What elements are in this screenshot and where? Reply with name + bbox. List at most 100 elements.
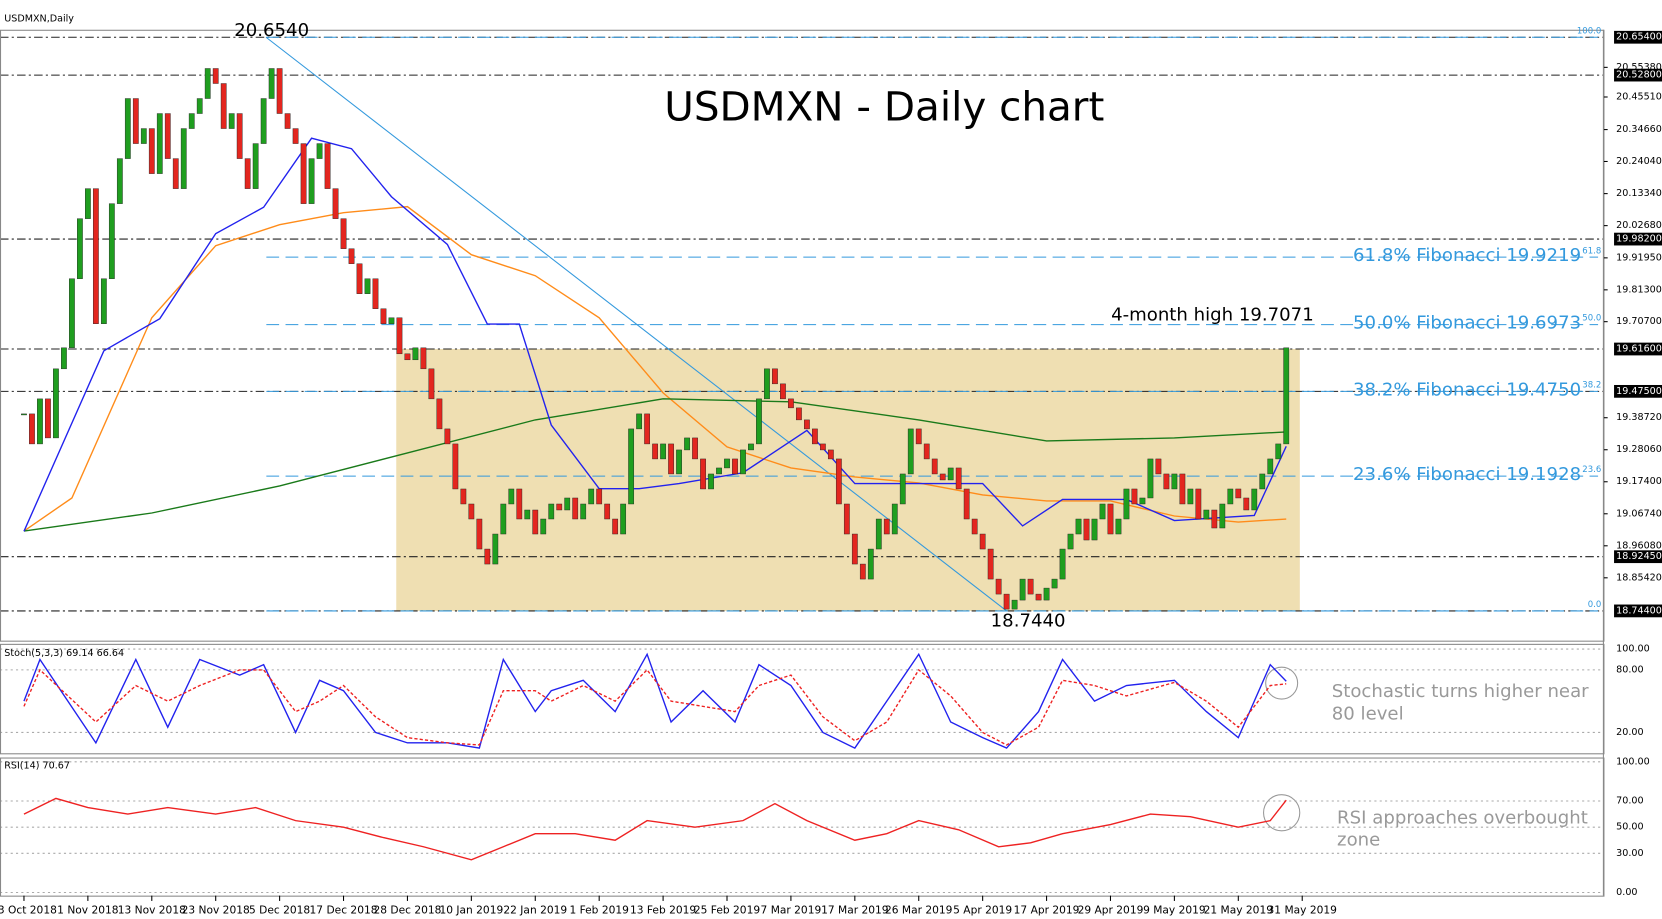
candle <box>556 503 563 511</box>
candle <box>1035 593 1042 601</box>
x-tick-label: 1 Feb 2019 <box>569 904 629 917</box>
candle <box>660 443 666 460</box>
candle <box>308 158 315 204</box>
front-layer: 20.55380 20.45510 20.34660 20.24040 20.13340… <box>0 26 1662 916</box>
indicator-label: Stoch(5,3,3) 69.14 66.64 <box>4 648 124 659</box>
candle <box>348 248 355 264</box>
candle <box>404 353 411 361</box>
indicator-line <box>23 668 1287 746</box>
candle <box>204 68 211 99</box>
x-tick-label: 17 Apr 2019 <box>1014 904 1080 917</box>
x-tick-label: 13 Feb 2019 <box>630 904 696 917</box>
candle <box>492 533 499 565</box>
y-tick-label: 100.00 <box>1616 644 1650 655</box>
y-tick-label: 19.81300 <box>1616 284 1662 295</box>
candle <box>85 188 91 219</box>
y-tick-label: 100.00 <box>1616 756 1650 767</box>
candle <box>1123 488 1130 520</box>
candle <box>1227 488 1234 505</box>
candle <box>372 278 379 309</box>
y-tick-label: 19.28060 <box>1616 444 1662 455</box>
candle <box>116 158 123 204</box>
candle <box>364 278 371 294</box>
candle <box>827 449 834 460</box>
candle <box>812 428 818 445</box>
candle <box>899 473 906 505</box>
candle <box>1187 488 1194 505</box>
candle <box>1027 578 1034 595</box>
indicator-line <box>23 652 1287 749</box>
candle <box>628 428 635 505</box>
annotation: 4-month high 19.7071 <box>1111 305 1314 326</box>
candle <box>676 449 682 475</box>
candle <box>292 128 299 144</box>
candle <box>875 518 882 550</box>
candle <box>420 347 427 370</box>
candle <box>796 407 802 421</box>
candle <box>124 98 131 159</box>
candle <box>668 443 674 475</box>
candle <box>252 143 259 189</box>
candle <box>971 518 978 535</box>
candle <box>963 488 970 520</box>
candle <box>923 443 930 460</box>
x-tick-label: 22 Jan 2019 <box>503 904 567 917</box>
candle <box>564 497 571 511</box>
x-tick-label: 7 Mar 2019 <box>761 904 822 917</box>
candle <box>172 158 179 189</box>
y-tick-label: 0.00 <box>1616 887 1637 898</box>
x-tick-label: 26 Mar 2019 <box>885 904 953 917</box>
candle <box>1171 473 1178 490</box>
candle <box>508 488 515 505</box>
candle <box>756 398 762 445</box>
symbol-label: USDMXN,Daily <box>4 14 74 25</box>
level-label-bg <box>1614 550 1662 564</box>
candle <box>979 533 986 550</box>
candle <box>1147 458 1154 499</box>
fib-tag: 100.0 <box>1577 26 1601 36</box>
candle <box>284 113 291 129</box>
candle <box>915 428 922 445</box>
candle <box>955 467 962 490</box>
rsi-note: RSI approaches overbought zone <box>1337 807 1588 852</box>
annotation: 20.6540 <box>234 20 309 41</box>
x-tick-label: 17 Mar 2019 <box>821 904 889 917</box>
candle <box>764 368 770 400</box>
x-tick-label: 21 May 2019 <box>1204 904 1274 917</box>
x-tick-label: 5 Apr 2019 <box>953 904 1012 917</box>
candle <box>843 503 850 535</box>
y-tick-label: 19.06740 <box>1616 508 1662 519</box>
candle <box>500 503 507 535</box>
candle <box>1083 518 1090 541</box>
highlight-circle <box>1263 794 1301 832</box>
candle <box>268 68 275 99</box>
indicator-label: RSI(14) 70.67 <box>4 761 70 772</box>
candle <box>1075 518 1082 535</box>
candle <box>540 518 547 535</box>
candle <box>212 68 219 84</box>
candle <box>1195 488 1202 520</box>
candle <box>444 428 451 445</box>
fib-tag: 61.8 <box>1582 246 1601 256</box>
trendline <box>265 36 1007 612</box>
candle <box>276 68 283 114</box>
candle <box>867 548 874 580</box>
candle <box>316 143 323 159</box>
level-label: 20.65400 <box>1616 32 1662 43</box>
candle <box>612 518 619 535</box>
candle <box>69 278 75 349</box>
candle <box>780 383 786 400</box>
candle <box>148 128 155 174</box>
candle <box>891 503 898 535</box>
candle <box>1131 488 1138 505</box>
candle <box>37 398 43 445</box>
y-tick-label: 20.00 <box>1616 727 1643 738</box>
candle <box>596 488 603 505</box>
candle <box>1163 473 1170 490</box>
y-tick-label: 19.91950 <box>1616 252 1662 263</box>
candle <box>692 437 698 460</box>
candle <box>939 473 946 481</box>
level-label: 18.74400 <box>1616 605 1662 616</box>
candle <box>412 347 419 361</box>
x-tick-label: 31 May 2019 <box>1268 904 1338 917</box>
